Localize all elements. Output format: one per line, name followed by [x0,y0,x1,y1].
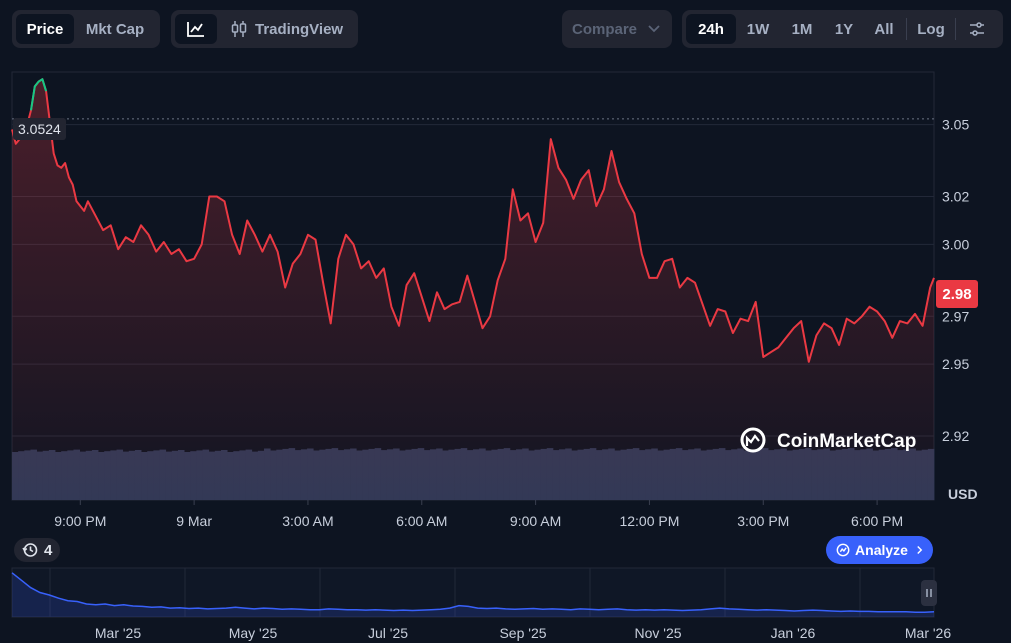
y-tick-label: 3.05 [942,117,969,133]
toolbar-divider [906,18,907,40]
current-price-badge: 2.98 [936,280,978,308]
x-tick-label: 9:00 AM [510,513,561,529]
current-price-value: 2.98 [942,285,972,303]
line-chart-icon [187,22,204,37]
open-price-value: 3.0524 [18,121,61,137]
range-24h-button[interactable]: 24h [686,14,736,44]
settings-sliders-icon [970,22,984,36]
open-price-badge: 3.0524 [13,118,66,140]
compare-label: Compare [572,20,638,38]
y-tick-label: 2.92 [942,428,969,444]
history-count: 4 [44,541,53,559]
compare-dropdown[interactable]: Compare [562,10,672,48]
tradingview-button[interactable]: TradingView [217,14,351,44]
analyze-label: Analyze [855,542,908,558]
mkt-cap-tab[interactable]: Mkt Cap [85,20,145,38]
overview-x-label: Mar '26 [905,625,951,641]
overview-x-label: Nov '25 [634,625,681,641]
history-icon [22,543,38,557]
range-1w-button[interactable]: 1W [746,20,770,38]
analyze-button[interactable]: Analyze [826,536,933,564]
currency-label: USD [948,486,978,502]
range-toggle: 24h 1W 1M 1Y All Log [682,10,1003,48]
overview-x-label: Jan '26 [771,625,816,641]
overview-line [11,572,935,613]
price-line-above-open [30,78,48,111]
history-badge[interactable]: 4 [14,538,61,562]
tradingview-label: TradingView [255,20,344,38]
x-tick-label: 6:00 PM [851,513,903,529]
y-tick-label: 3.02 [942,189,969,205]
metric-toggle: Price Mkt Cap [12,10,160,48]
x-tick-label: 12:00 PM [619,513,679,529]
x-tick-label: 3:00 AM [282,513,333,529]
chart-type-toggle: TradingView [171,10,358,48]
chevron-down-icon [648,25,660,33]
y-tick-label: 3.00 [942,236,969,252]
x-tick-label: 3:00 PM [737,513,789,529]
candlestick-icon [231,21,247,37]
overview-x-label: Jul '25 [368,625,408,641]
analyze-icon [836,543,850,557]
overview-x-label: Mar '25 [95,625,141,641]
chart-settings-button[interactable] [958,14,996,44]
coinmarketcap-logo [740,427,766,453]
y-tick-label: 2.97 [942,308,969,324]
range-1m-button[interactable]: 1M [791,20,813,38]
overview-x-label: May '25 [229,625,278,641]
x-tick-label: 9 Mar [176,513,212,529]
toolbar-divider [955,18,956,40]
overview-pause-handle[interactable] [921,580,937,606]
price-tab[interactable]: Price [16,14,74,44]
overview-frame [11,567,935,618]
x-tick-label: 6:00 AM [396,513,447,529]
overview-navigator[interactable]: Mar '25 May '25 Jul '25 Sep '25 Nov '25 Jan '… [11,567,951,641]
range-all-button[interactable]: All [874,20,894,38]
y-tick-label: 2.95 [942,356,969,372]
line-chart-button[interactable] [175,14,217,44]
x-tick-label: 9:00 PM [54,513,106,529]
log-scale-button[interactable]: Log [917,20,945,38]
chevron-right-icon [917,545,923,555]
price-area-fill [12,79,934,500]
pause-icon [926,589,932,597]
range-1y-button[interactable]: 1Y [834,20,854,38]
overview-area [12,572,934,617]
overview-x-label: Sep '25 [499,625,546,641]
coinmarketcap-watermark: CoinMarketCap [740,427,916,453]
price-line [11,78,935,363]
watermark-text: CoinMarketCap [777,431,916,452]
